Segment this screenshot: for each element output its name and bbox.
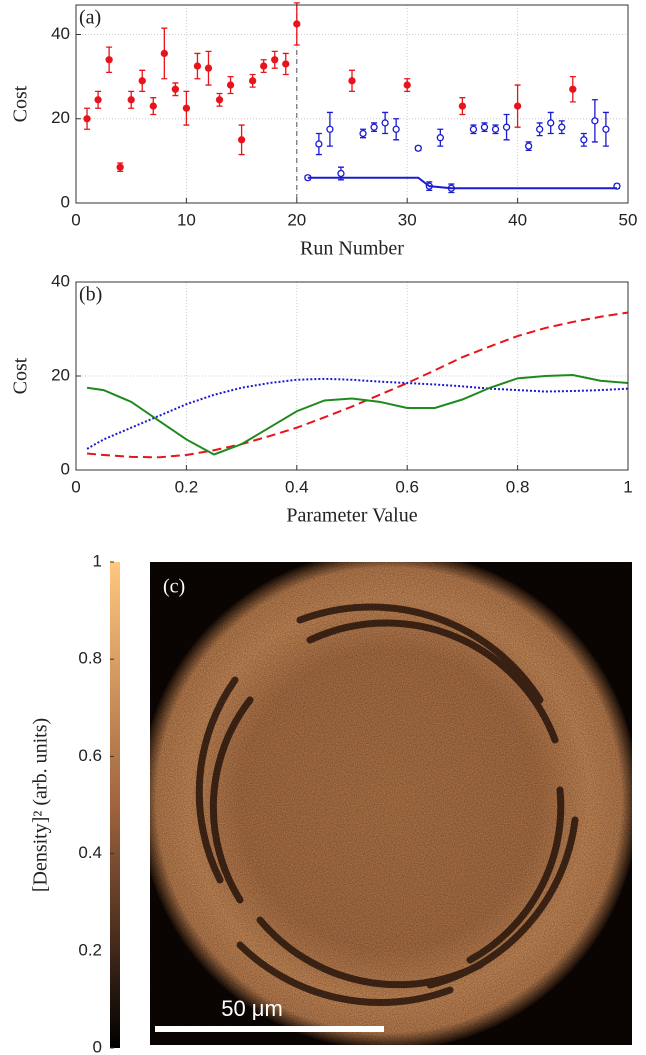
data-point bbox=[536, 125, 544, 133]
data-point bbox=[127, 96, 135, 104]
colorbar-tick-label: 0.4 bbox=[78, 843, 102, 862]
data-point bbox=[171, 85, 180, 93]
data-point bbox=[502, 123, 511, 131]
data-point bbox=[282, 60, 290, 68]
x-tick-label: 0.8 bbox=[506, 477, 530, 496]
data-point bbox=[491, 125, 500, 133]
data-point bbox=[348, 77, 356, 85]
data-point bbox=[226, 81, 235, 89]
data-point bbox=[105, 56, 113, 64]
data-point bbox=[436, 134, 444, 142]
data-point bbox=[602, 125, 610, 133]
plot-frame bbox=[75, 4, 629, 204]
data-point bbox=[547, 119, 555, 127]
colorbar-label: [Density]² (arb. units) bbox=[30, 718, 52, 892]
panel-label: (a) bbox=[79, 7, 101, 29]
x-tick-label: 40 bbox=[508, 210, 527, 229]
data-point bbox=[569, 85, 577, 93]
panel-label: (c) bbox=[163, 576, 185, 598]
data-point bbox=[326, 125, 334, 133]
data-point bbox=[524, 142, 533, 150]
x-tick-label: 1 bbox=[623, 477, 632, 496]
x-axis-label: Run Number bbox=[300, 238, 404, 260]
data-point bbox=[513, 102, 522, 110]
colorbar-tick-label: 0.8 bbox=[78, 649, 102, 668]
x-tick-label: 0 bbox=[71, 210, 80, 229]
plot-area bbox=[76, 5, 628, 203]
data-point bbox=[469, 125, 478, 133]
series-line bbox=[307, 176, 617, 190]
x-tick-label: 0.6 bbox=[395, 477, 419, 496]
y-tick-label: 40 bbox=[51, 24, 70, 43]
data-point bbox=[591, 117, 599, 125]
data-point bbox=[414, 144, 422, 152]
data-point bbox=[480, 123, 489, 131]
y-tick-label: 0 bbox=[61, 192, 70, 211]
data-point bbox=[160, 49, 168, 58]
data-point bbox=[193, 62, 202, 70]
colorbar-tick-label: 0 bbox=[93, 1037, 102, 1055]
series-line bbox=[86, 377, 629, 450]
data-point bbox=[94, 96, 102, 104]
data-point bbox=[403, 81, 411, 89]
scale-bar-label: 50 μm bbox=[221, 996, 283, 1021]
data-point bbox=[337, 169, 345, 178]
data-point bbox=[370, 123, 378, 131]
colorbar-tick-label: 0.6 bbox=[78, 746, 102, 765]
x-tick-label: 0.2 bbox=[175, 477, 199, 496]
data-point bbox=[138, 77, 146, 85]
x-axis-label: Parameter Value bbox=[286, 505, 417, 527]
data-point bbox=[381, 119, 389, 127]
x-tick-label: 30 bbox=[398, 210, 417, 229]
data-point bbox=[215, 96, 224, 104]
data-point bbox=[182, 104, 191, 112]
y-tick-label: 20 bbox=[51, 108, 70, 127]
y-axis-label: Cost bbox=[10, 357, 32, 394]
x-tick-label: 0 bbox=[71, 477, 80, 496]
data-point bbox=[237, 136, 246, 144]
data-point bbox=[83, 115, 91, 123]
y-tick-label: 40 bbox=[51, 271, 70, 290]
y-tick-label: 0 bbox=[61, 459, 70, 478]
colorbar bbox=[110, 562, 120, 1048]
data-point bbox=[260, 62, 268, 70]
y-tick-label: 20 bbox=[51, 365, 70, 384]
data-point bbox=[580, 136, 588, 144]
x-tick-label: 20 bbox=[287, 210, 306, 229]
data-point bbox=[248, 77, 257, 85]
series-line bbox=[86, 311, 629, 459]
x-tick-label: 50 bbox=[619, 210, 638, 229]
scale-bar bbox=[155, 1026, 384, 1032]
plot-frame bbox=[75, 281, 629, 471]
colorbar-tick-label: 1 bbox=[93, 551, 102, 570]
data-point bbox=[359, 129, 367, 138]
x-tick-label: 10 bbox=[177, 210, 196, 229]
y-axis-label: Cost bbox=[10, 85, 32, 122]
data-point bbox=[558, 123, 566, 131]
data-point bbox=[392, 125, 400, 133]
x-tick-label: 0.4 bbox=[285, 477, 309, 496]
colorbar-tick-label: 0.2 bbox=[78, 940, 102, 959]
data-point bbox=[204, 64, 213, 72]
density-image bbox=[150, 562, 632, 1045]
data-point bbox=[149, 102, 157, 110]
data-point bbox=[293, 20, 301, 28]
data-point bbox=[315, 140, 323, 148]
series-line bbox=[86, 374, 629, 456]
data-point bbox=[116, 163, 124, 171]
panel-label: (b) bbox=[79, 284, 102, 306]
data-point bbox=[271, 56, 279, 64]
data-point bbox=[458, 102, 467, 110]
